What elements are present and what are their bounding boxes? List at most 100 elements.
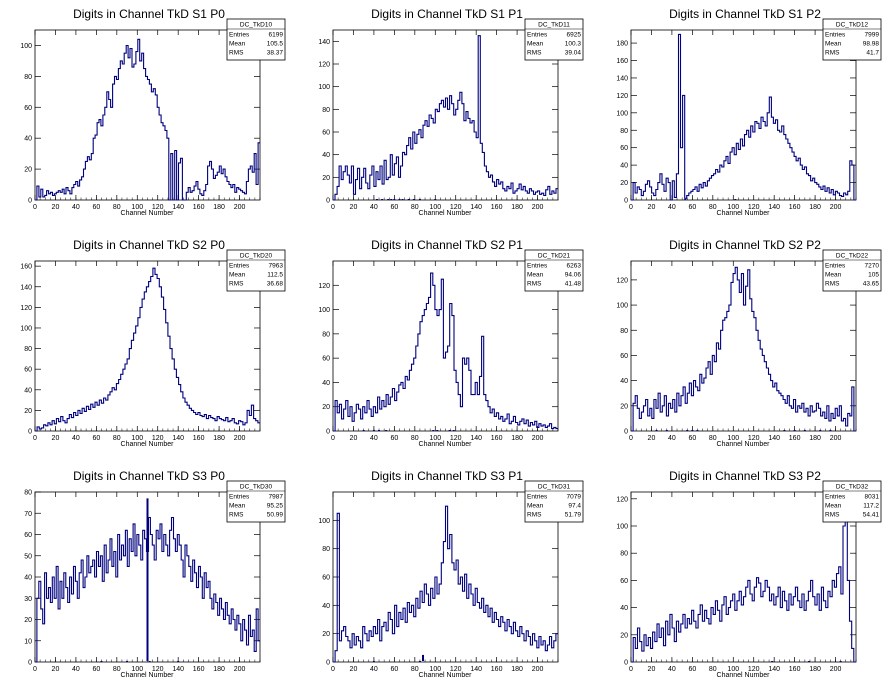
stats-label: Entries xyxy=(229,263,250,270)
chart-title: Digits in Channel TkD S2 P1 xyxy=(371,238,523,252)
chart-title: Digits in Channel TkD S2 P0 xyxy=(73,238,225,252)
stats-value: 38.37 xyxy=(267,50,284,57)
y-tick-label: 0 xyxy=(624,429,628,436)
x-tick-label: 80 xyxy=(709,204,717,211)
x-tick-label: 0 xyxy=(629,666,633,673)
x-tick-label: 180 xyxy=(809,204,821,211)
stats-label: Mean xyxy=(527,41,544,48)
histogram-series xyxy=(333,272,558,432)
stats-label: Mean xyxy=(527,503,544,510)
y-tick-label: 20 xyxy=(24,167,32,174)
y-tick-label: 100 xyxy=(616,303,628,310)
stats-label: Entries xyxy=(825,494,846,501)
histogram-panel: Digits in Channel TkD S1 P1 0 20 40 60 80 100 1… xyxy=(318,7,584,217)
y-tick-label: 40 xyxy=(620,163,628,170)
histogram-series xyxy=(631,33,856,201)
y-tick-label: 100 xyxy=(20,325,32,332)
x-tick-label: 60 xyxy=(92,666,100,673)
stats-label: Mean xyxy=(229,41,246,48)
x-tick-label: 120 xyxy=(450,204,462,211)
stats-value: 117.2 xyxy=(863,503,879,510)
x-tick-label: 180 xyxy=(213,435,225,442)
stats-name: DC_TkD12 xyxy=(836,22,869,29)
y-tick-label: 40 xyxy=(24,575,32,582)
x-axis-label: Channel Number xyxy=(419,672,473,679)
x-tick-label: 180 xyxy=(809,435,821,442)
stats-value: 6925 xyxy=(567,32,582,39)
x-tick-label: 100 xyxy=(131,435,143,442)
y-tick-label: 120 xyxy=(318,283,330,290)
y-tick-label: 100 xyxy=(20,43,32,50)
x-tick-label: 100 xyxy=(131,204,143,211)
stats-name: DC_TkD31 xyxy=(538,484,571,491)
stats-label: Entries xyxy=(527,494,548,501)
x-tick-label: 120 xyxy=(748,666,760,673)
histogram-panel: Digits in Channel TkD S1 P2 0 20 40 60 80 100 1… xyxy=(616,7,882,217)
x-tick-label: 100 xyxy=(727,666,739,673)
x-tick-label: 100 xyxy=(429,666,441,673)
y-tick-label: 60 xyxy=(620,145,628,152)
y-tick-label: 20 xyxy=(322,404,330,411)
x-tick-label: 80 xyxy=(709,435,717,442)
x-tick-label: 100 xyxy=(727,204,739,211)
stats-value: 41.7 xyxy=(866,50,879,57)
x-tick-label: 100 xyxy=(727,435,739,442)
stats-label: RMS xyxy=(229,281,244,288)
y-tick-label: 40 xyxy=(24,136,32,143)
y-tick-label: 120 xyxy=(616,277,628,284)
stats-box xyxy=(226,249,286,292)
y-tick-label: 80 xyxy=(620,551,628,558)
y-tick-label: 160 xyxy=(616,58,628,65)
stats-label: RMS xyxy=(229,50,244,57)
x-axis-label: Channel Number xyxy=(717,441,771,448)
x-tick-label: 0 xyxy=(33,666,37,673)
y-tick-label: 0 xyxy=(326,198,330,205)
x-tick-label: 200 xyxy=(532,204,544,211)
stats-value: 36.68 xyxy=(267,281,284,288)
x-axis-label: Channel Number xyxy=(121,210,175,217)
x-tick-label: 120 xyxy=(748,435,760,442)
histogram-panel: Digits in Channel TkD S3 P00 20 40 60 80 100 1… xyxy=(24,469,286,679)
y-tick-label: 20 xyxy=(620,632,628,639)
x-tick-label: 20 xyxy=(648,435,656,442)
stats-label: Entries xyxy=(229,494,250,501)
x-tick-label: 140 xyxy=(470,435,482,442)
x-tick-label: 140 xyxy=(470,204,482,211)
x-tick-label: 60 xyxy=(390,435,398,442)
stats-value: 51.79 xyxy=(565,512,582,519)
x-tick-label: 180 xyxy=(213,666,225,673)
chart-title: Digits in Channel TkD S2 P2 xyxy=(669,238,821,252)
plot-frame xyxy=(34,29,261,201)
x-tick-label: 100 xyxy=(429,435,441,442)
y-tick-label: 0 xyxy=(28,429,32,436)
x-tick-label: 40 xyxy=(668,435,676,442)
x-axis-label: Channel Number xyxy=(419,210,473,217)
stats-name: DC_TkD10 xyxy=(240,22,273,29)
x-tick-label: 200 xyxy=(234,666,246,673)
x-tick-label: 160 xyxy=(789,204,801,211)
histogram-series xyxy=(333,35,558,201)
stats-label: Mean xyxy=(229,272,246,279)
x-tick-label: 140 xyxy=(172,666,184,673)
chart-title: Digits in Channel TkD S1 P2 xyxy=(669,7,821,21)
stats-box xyxy=(226,18,286,61)
stats-label: Entries xyxy=(825,32,846,39)
stats-label: RMS xyxy=(825,512,840,519)
x-tick-label: 40 xyxy=(72,666,80,673)
x-tick-label: 100 xyxy=(131,666,143,673)
x-tick-label: 60 xyxy=(390,666,398,673)
stats-value: 95.25 xyxy=(267,503,284,510)
y-tick-label: 80 xyxy=(24,346,32,353)
x-tick-label: 180 xyxy=(511,435,523,442)
x-tick-label: 80 xyxy=(113,666,121,673)
x-tick-label: 180 xyxy=(511,666,523,673)
x-tick-label: 200 xyxy=(532,435,544,442)
x-tick-label: 0 xyxy=(331,666,335,673)
x-tick-label: 100 xyxy=(429,204,441,211)
stats-value: 7999 xyxy=(865,32,880,39)
x-axis-label: Channel Number xyxy=(419,441,473,448)
x-tick-label: 160 xyxy=(491,204,503,211)
y-tick-label: 30 xyxy=(24,596,32,603)
x-tick-label: 180 xyxy=(809,666,821,673)
